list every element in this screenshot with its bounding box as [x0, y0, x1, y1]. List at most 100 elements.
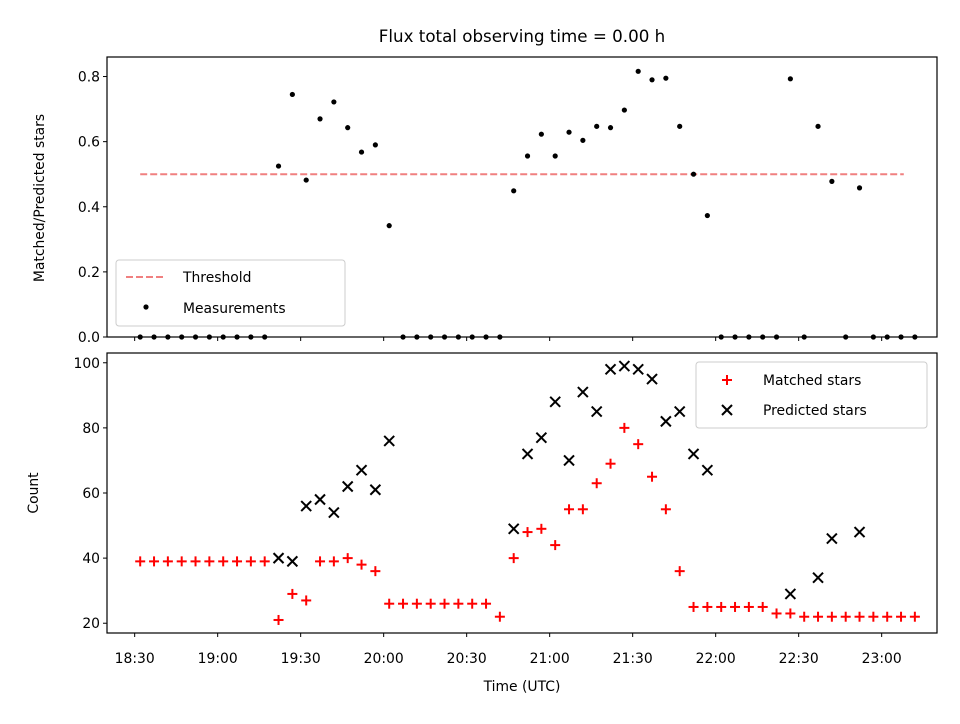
matched-point-26: [494, 611, 505, 622]
predicted-point-1-b: [286, 555, 299, 568]
legend-matched-swatch: [722, 375, 732, 385]
predicted-point-8-b: [383, 435, 395, 447]
predicted-point-11: [535, 431, 548, 444]
predicted-point-3: [314, 493, 326, 506]
measurement-point-28: [524, 153, 531, 159]
matched-point-12: [301, 595, 312, 606]
predicted-point-9: [507, 523, 520, 535]
legend-predicted-marker: [721, 404, 733, 416]
predicted-point-25-b: [812, 571, 824, 584]
matched-point-28: [522, 527, 533, 538]
bottom-x-tick-label-5: 21:00: [530, 651, 570, 667]
measurement-point-49: [815, 123, 821, 129]
measurement-point-13: [317, 116, 323, 122]
bottom-x-tick-label-0: 18:30: [115, 651, 155, 667]
matched-point-7: [232, 556, 243, 567]
matched-point-34: [605, 458, 616, 469]
matched-point-40: [688, 601, 699, 612]
matched-point-50: [826, 611, 837, 622]
predicted-point-19: [646, 373, 658, 385]
matched-point-29: [536, 523, 547, 534]
predicted-point-2-b: [300, 500, 312, 512]
predicted-point-27: [853, 526, 866, 538]
measurement-point-37: [649, 77, 655, 83]
predicted-point-7-b: [369, 484, 382, 496]
measurement-point-40: [690, 171, 697, 177]
matched-point-3: [176, 556, 187, 567]
matched-point-4: [190, 556, 201, 567]
matched-point-8: [245, 556, 256, 567]
measurement-point-35: [621, 107, 627, 113]
matched-point-6: [218, 556, 229, 567]
bottom-x-tick-label-9: 23:00: [862, 651, 902, 667]
measurement-point-32: [580, 137, 586, 143]
matched-point-13: [315, 556, 326, 567]
legend-bottom: Matched stars Predicted stars: [695, 361, 928, 429]
matched-point-48: [799, 611, 810, 622]
predicted-point-26-b: [826, 532, 838, 545]
legend-measurements-swatch: [143, 304, 149, 310]
predicted-point-21: [673, 405, 686, 418]
predicted-point-18-b: [632, 363, 644, 375]
predicted-point-1: [286, 555, 299, 568]
matched-point-5: [204, 556, 215, 567]
measurement-point-11: [289, 91, 295, 98]
matched-point-54: [882, 611, 893, 622]
bottom-x-tick-label-7: 22:00: [696, 651, 736, 667]
matched-point-44: [743, 601, 754, 612]
predicted-point-10: [521, 448, 534, 460]
bottom-x-tick-label-8: 22:30: [779, 651, 819, 667]
chart-title: Flux total observing time = 0.00 h: [379, 26, 665, 46]
measurement-point-41: [704, 212, 710, 219]
predicted-point-20-b: [660, 415, 672, 428]
predicted-point-22: [687, 448, 700, 460]
matched-point-20: [411, 598, 422, 609]
bottom-panel: 20 40 60 80 100 18:30 19:00 19:30 20:00 20:30 21:0…: [73, 352, 938, 667]
bottom-y-tick-label-3: 80: [82, 421, 100, 437]
predicted-point-16: [604, 363, 617, 375]
matched-point-31: [564, 504, 575, 515]
bottom-x-tick-label-1: 19:00: [198, 651, 238, 667]
predicted-point-14: [577, 386, 589, 398]
matched-point-18: [384, 598, 395, 609]
predicted-point-26: [826, 532, 838, 545]
matched-point-38: [660, 504, 671, 515]
predicted-point-5-b: [341, 480, 354, 493]
predicted-point-13: [563, 454, 575, 467]
predicted-point-0: [272, 552, 285, 564]
matched-point-30: [550, 540, 561, 551]
bottom-x-tick-label-2: 19:30: [281, 651, 321, 667]
top-y-tick-label-3: 0.6: [78, 135, 100, 151]
matched-point-37: [647, 471, 658, 482]
predicted-point-17-b: [618, 360, 631, 372]
predicted-point-12: [549, 396, 561, 408]
legend-top-frame: [115, 259, 346, 327]
matched-point-0: [135, 556, 146, 567]
measurement-point-12: [303, 177, 309, 183]
matched-point-9: [259, 556, 270, 567]
measurement-point-47: [787, 76, 793, 82]
predicted-point-18: [632, 363, 644, 375]
matched-point-35: [619, 422, 630, 433]
matched-point-22: [439, 598, 450, 609]
matched-point-33: [591, 478, 602, 489]
legend-matched-marker: [722, 375, 732, 385]
matched-point-24: [467, 598, 478, 609]
predicted-point-15: [590, 405, 603, 418]
measurement-point-36: [635, 68, 641, 74]
predicted-point-3-b: [314, 493, 326, 506]
matched-point-56: [909, 611, 920, 622]
matched-point-10: [273, 614, 284, 625]
legend-bottom-frame: [695, 361, 928, 429]
matched-point-16: [356, 559, 367, 570]
matched-point-36: [633, 439, 644, 450]
predicted-point-2: [300, 500, 312, 512]
legend-threshold-label: Threshold: [182, 270, 251, 286]
predicted-point-16-b: [604, 363, 617, 375]
predicted-point-9-b: [507, 523, 520, 535]
measurement-point-16: [358, 149, 365, 155]
legend-matched-label: Matched stars: [763, 373, 861, 389]
matched-point-42: [716, 601, 727, 612]
measurement-point-30: [552, 153, 558, 159]
